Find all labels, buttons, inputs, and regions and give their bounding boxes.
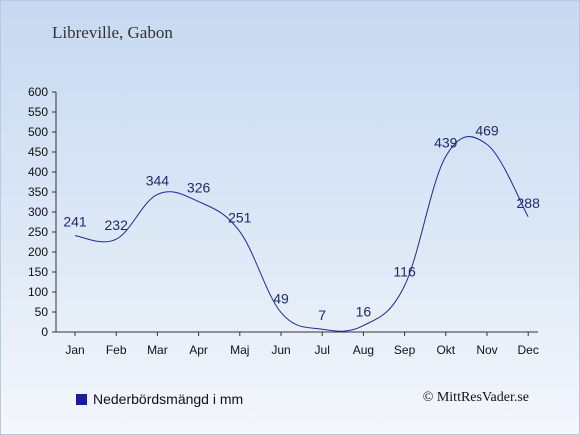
y-tick-label: 100 xyxy=(28,285,48,299)
y-tick-label: 300 xyxy=(28,205,48,219)
data-label: 344 xyxy=(146,172,170,188)
precipitation-line xyxy=(74,136,529,332)
y-tick-label: 550 xyxy=(28,105,48,119)
x-tick-label: Jan xyxy=(65,343,84,357)
x-tick-label: Jul xyxy=(315,343,330,357)
y-tick-label: 350 xyxy=(28,185,48,199)
x-tick-label: Mar xyxy=(147,343,168,357)
y-tick-label: 600 xyxy=(28,85,48,99)
data-label: 326 xyxy=(187,180,211,196)
x-tick-label: Aug xyxy=(353,343,374,357)
data-label: 232 xyxy=(105,217,129,233)
chart-title: Libreville, Gabon xyxy=(52,23,173,42)
data-label: 49 xyxy=(273,290,289,306)
y-tick-label: 50 xyxy=(35,305,49,319)
legend-label: Nederbördsmängd i mm xyxy=(93,391,244,407)
y-tick-label: 500 xyxy=(28,125,48,139)
y-tick-label: 450 xyxy=(28,145,48,159)
data-label: 7 xyxy=(318,307,326,323)
data-label: 439 xyxy=(434,134,458,150)
x-tick-label: Okt xyxy=(436,343,455,357)
credit-text: © MittResVader.se xyxy=(422,390,529,405)
x-tick-label: Feb xyxy=(106,343,127,357)
y-tick-label: 200 xyxy=(28,245,48,259)
y-tick-label: 150 xyxy=(28,265,48,279)
x-tick-label: Maj xyxy=(230,343,249,357)
data-label: 469 xyxy=(475,122,499,138)
legend-swatch xyxy=(76,393,87,405)
x-tick-label: Apr xyxy=(189,343,208,357)
data-label: 288 xyxy=(517,195,541,211)
x-tick-label: Sep xyxy=(394,343,416,357)
y-tick-label: 0 xyxy=(41,325,48,339)
x-tick-label: Nov xyxy=(476,343,497,357)
y-tick-label: 400 xyxy=(28,165,48,179)
x-tick-label: Jun xyxy=(271,343,290,357)
data-label: 116 xyxy=(393,264,416,280)
data-label: 241 xyxy=(63,214,87,230)
legend: Nederbördsmängd i mm xyxy=(76,391,243,407)
y-tick-label: 250 xyxy=(28,225,48,239)
data-label: 16 xyxy=(356,304,372,320)
x-tick-label: Dec xyxy=(518,343,539,357)
data-label: 251 xyxy=(228,210,252,226)
